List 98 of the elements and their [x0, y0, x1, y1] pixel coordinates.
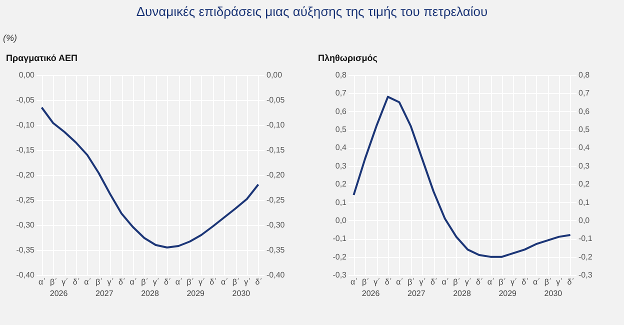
x-tick-label: γ΄ [152, 278, 160, 286]
x-tick-label: γ΄ [107, 278, 114, 286]
x-tick-label: δ΄ [255, 278, 262, 286]
y-tick-label: -0,40 [16, 270, 36, 280]
y2-tick-label: -0,40 [266, 270, 286, 280]
x-tick-label: δ΄ [72, 278, 80, 286]
y-tick-label: -0,10 [16, 120, 36, 130]
y2-tick-label: -0,3 [578, 270, 593, 280]
y2-tick-label: -0,35 [266, 246, 286, 254]
y2-tick-label: -0,2 [578, 252, 593, 262]
text: 2030 [544, 289, 563, 298]
line-series [352, 96, 572, 258]
x-tick-label: α΄ [220, 278, 228, 286]
text: 2027 [96, 289, 114, 298]
x-tick-label: α΄ [396, 278, 404, 286]
y2-tick-label: -0,30 [266, 220, 286, 230]
y-tick-label: 0,00 [18, 70, 36, 80]
y-tick-label: -0,20 [16, 170, 36, 180]
y-tick-label: 0,2 [335, 180, 348, 189]
y-tick-label: -0,05 [16, 96, 36, 104]
text: Δυναμικές επιδράσεις μιας αύξησης της τιμής του πετρελαίου [135, 4, 489, 19]
x-tick-label: α΄ [442, 278, 450, 286]
text: 2026 [362, 289, 380, 298]
x-tick-label: δ΄ [118, 278, 126, 286]
x-tick-label: α΄ [84, 278, 92, 286]
y2-tick-label: -0,15 [266, 146, 286, 154]
x-tick-label: δ΄ [522, 278, 529, 286]
x-tick-label: γ΄ [510, 278, 518, 286]
y2-tick-label: 0,0 [578, 216, 590, 225]
y-tick-label: -0,25 [16, 196, 36, 204]
y-tick-label: 0,0 [335, 216, 348, 225]
x-tick-label: γ΄ [556, 278, 563, 286]
chart-title: Πραγματικό ΑΕΠ [6, 53, 78, 63]
y-axis-title: (%) [3, 33, 17, 43]
x-tick-label: β΄ [498, 278, 506, 286]
x-tick-label: δ΄ [210, 278, 217, 286]
y-tick-label: 0,1 [335, 198, 348, 207]
y-tick-label: 0,7 [335, 88, 348, 98]
y-tick-label: 0,3 [335, 161, 348, 170]
y-tick-label: 0,4 [335, 143, 348, 152]
y-tick-label: -0,30 [16, 220, 36, 230]
y-tick-label: 0,6 [335, 106, 348, 116]
y2-tick-label: 0,2 [578, 180, 590, 189]
chart-title: Πληθωρισμός [318, 53, 378, 63]
x-tick-label: α΄ [350, 278, 358, 286]
x-tick-label: γ΄ [244, 278, 251, 286]
x-tick-label: β΄ [544, 278, 552, 286]
y2-tick-label: -0,05 [266, 96, 286, 104]
x-tick-label: β΄ [96, 278, 103, 286]
x-tick-label: δ΄ [384, 278, 392, 286]
x-tick-label: δ΄ [430, 278, 438, 286]
x-tick-label: β΄ [186, 278, 194, 286]
x-tick-label: α΄ [175, 278, 183, 286]
y2-tick-label: -0,25 [266, 196, 286, 204]
y-tick-label: 0,5 [335, 125, 348, 134]
x-tick-label: β΄ [141, 278, 148, 286]
text: 2028 [141, 289, 160, 298]
x-tick-label: β΄ [453, 278, 460, 286]
y2-tick-label: 0,8 [578, 70, 590, 80]
y-tick-label: -0,35 [16, 246, 36, 254]
x-tick-label: γ΄ [464, 278, 472, 286]
y2-tick-label: 0,6 [578, 106, 590, 116]
y2-tick-label: -0,10 [266, 120, 286, 130]
text: 2027 [408, 289, 426, 298]
x-tick-label: γ΄ [419, 278, 426, 286]
x-tick-label: δ΄ [476, 278, 484, 286]
x-tick-label: α΄ [532, 278, 540, 286]
y-tick-label: -0,1 [332, 234, 348, 244]
x-tick-label: δ΄ [567, 278, 574, 286]
y2-tick-label: 0,3 [578, 161, 590, 170]
text: 2029 [186, 289, 206, 298]
x-tick-label: γ΄ [374, 278, 380, 286]
y-tick-label: -0,15 [16, 146, 36, 154]
x-tick-label: δ΄ [164, 278, 172, 286]
x-tick-label: γ΄ [198, 278, 206, 286]
x-tick-label: α΄ [130, 278, 138, 286]
y-tick-label: 0,8 [335, 70, 348, 80]
x-tick-label: α΄ [38, 278, 46, 286]
y-tick-label: -0,2 [332, 252, 348, 262]
y2-tick-label: -0,20 [266, 170, 286, 180]
x-tick-label: β΄ [50, 278, 58, 286]
text: 2026 [50, 289, 68, 298]
y2-tick-label: -0,1 [578, 234, 593, 244]
x-tick-label: β΄ [232, 278, 240, 286]
x-tick-label: β΄ [362, 278, 370, 286]
y2-tick-label: 0,00 [266, 70, 283, 80]
line-series [40, 106, 260, 248]
text: 2030 [232, 289, 251, 298]
x-tick-label: γ΄ [62, 278, 68, 286]
y-tick-label: -0,3 [332, 270, 348, 280]
y2-tick-label: 0,1 [578, 198, 590, 207]
text: 2029 [498, 289, 518, 298]
x-tick-label: β΄ [408, 278, 415, 286]
y2-tick-label: 0,5 [578, 125, 590, 134]
x-tick-label: α΄ [487, 278, 495, 286]
y2-tick-label: 0,4 [578, 143, 590, 152]
y2-tick-label: 0,7 [578, 88, 590, 98]
text: 2028 [453, 289, 472, 298]
